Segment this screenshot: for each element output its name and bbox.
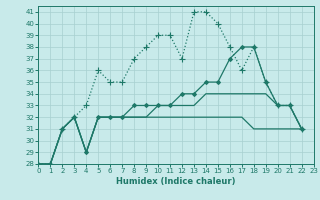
X-axis label: Humidex (Indice chaleur): Humidex (Indice chaleur) (116, 177, 236, 186)
